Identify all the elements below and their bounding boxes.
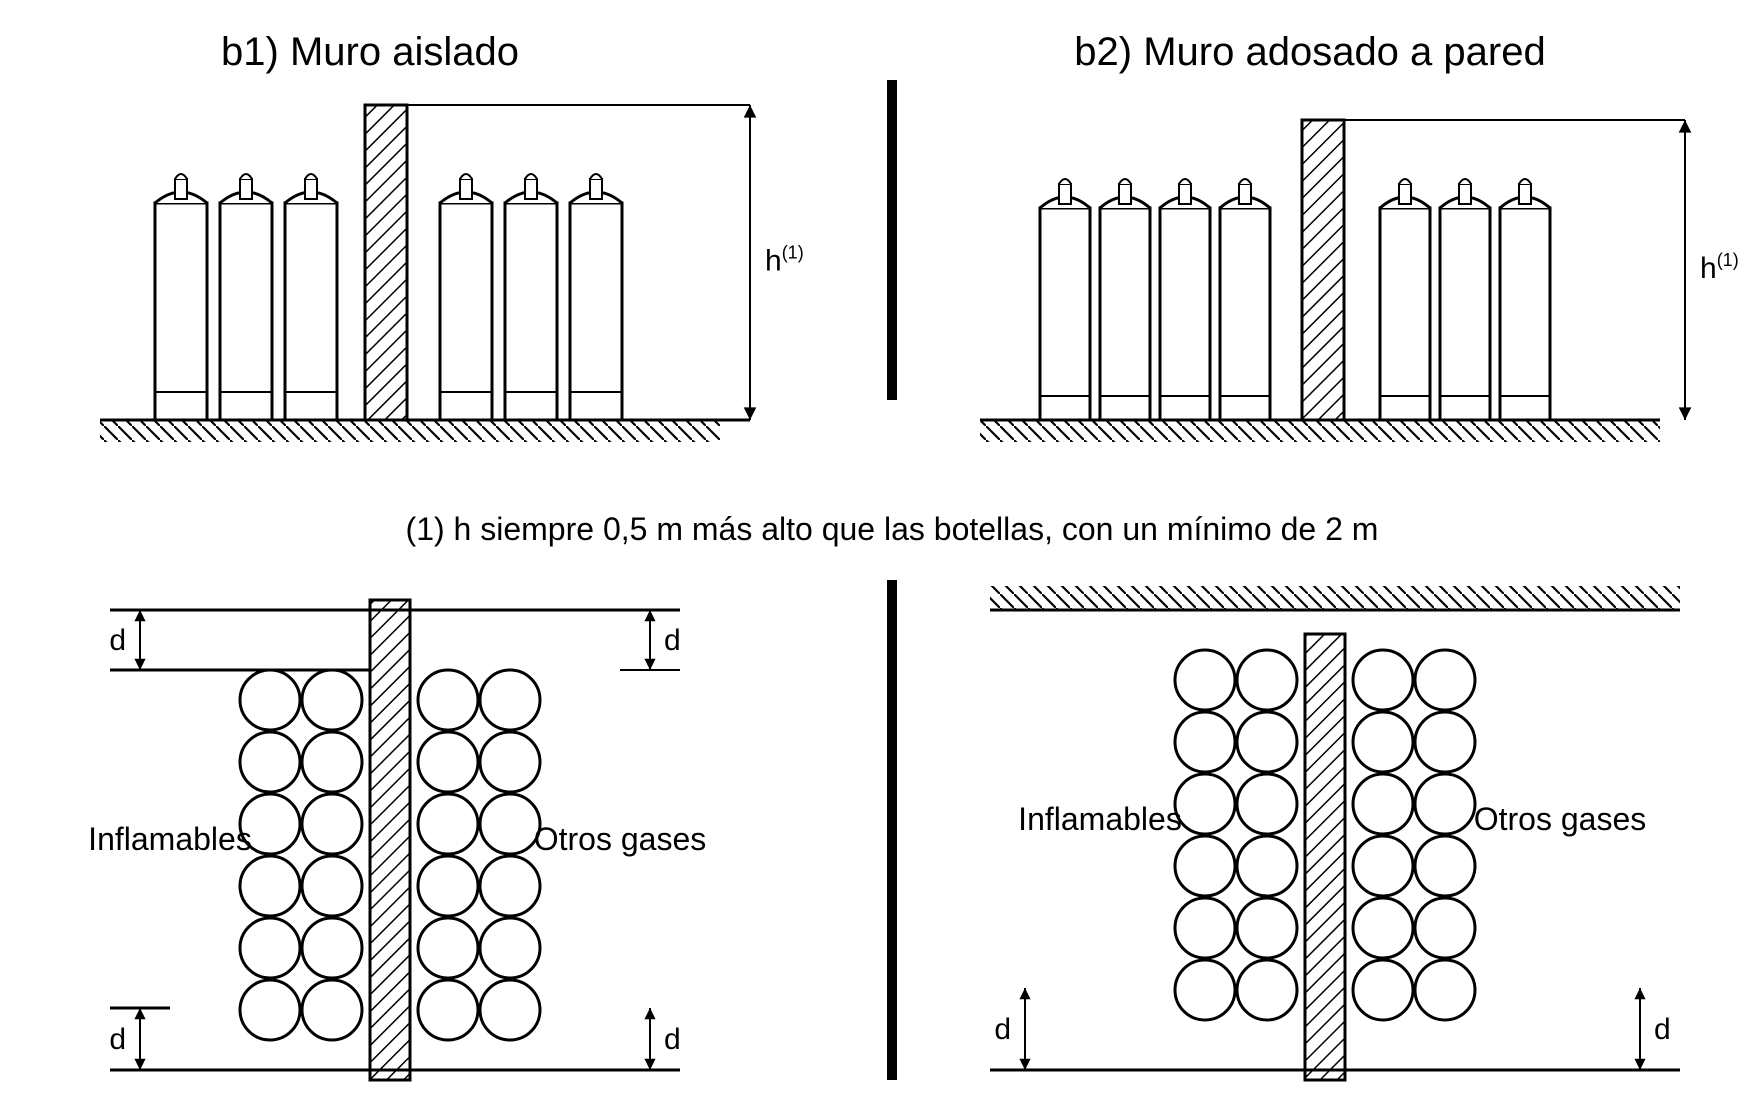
gas-cylinder	[1160, 179, 1210, 420]
label-otros: Otros gases	[534, 821, 707, 857]
wall-b2	[1302, 120, 1344, 420]
panel-b1: b1) Muro aislado h(1)	[100, 30, 804, 442]
gas-cylinder	[1500, 179, 1550, 420]
gas-cylinder	[1040, 179, 1090, 420]
gas-cylinder	[1440, 179, 1490, 420]
dim-h: h(1)	[765, 243, 804, 278]
label-inflamables: Inflamables	[1018, 801, 1182, 837]
dim-d: d	[109, 1023, 126, 1056]
label-inflamables: Inflamables	[88, 821, 252, 857]
wall-c	[370, 600, 410, 1080]
dim-d: d	[109, 624, 126, 657]
divider-top	[887, 80, 897, 400]
label-otros: Otros gases	[1474, 801, 1647, 837]
wall-d	[1305, 634, 1345, 1080]
dim-d: d	[664, 624, 681, 657]
panel-c: Inflamables Otros gases d d d d	[88, 600, 706, 1080]
diagram-svg: (1) h siempre 0,5 m más alto que las bot…	[20, 20, 1744, 1099]
gas-cylinder	[505, 174, 557, 420]
gas-cylinder	[1100, 179, 1150, 420]
dim-d: d	[994, 1013, 1011, 1046]
title-b1: b1) Muro aislado	[221, 30, 519, 74]
gas-cylinder	[155, 174, 207, 420]
gas-cylinder	[1380, 179, 1430, 420]
gas-cylinder	[570, 174, 622, 420]
dim-h: h(1)	[1700, 250, 1739, 285]
gas-cylinder	[285, 174, 337, 420]
title-b2: b2) Muro adosado a pared	[1074, 30, 1545, 74]
panel-b2: b2) Muro adosado a pared h(1)	[980, 30, 1739, 442]
dim-d: d	[664, 1023, 681, 1056]
gas-cylinder	[1220, 179, 1270, 420]
divider-bottom	[887, 580, 897, 1080]
footnote: (1) h siempre 0,5 m más alto que las bot…	[406, 511, 1379, 547]
diagram-page: (1) h siempre 0,5 m más alto que las bot…	[20, 20, 1744, 1099]
wall-b1	[365, 105, 407, 420]
gas-cylinder	[220, 174, 272, 420]
dim-d: d	[1654, 1013, 1671, 1046]
gas-cylinder	[440, 174, 492, 420]
panel-d: Inflamables Otros gases d d	[990, 586, 1680, 1080]
